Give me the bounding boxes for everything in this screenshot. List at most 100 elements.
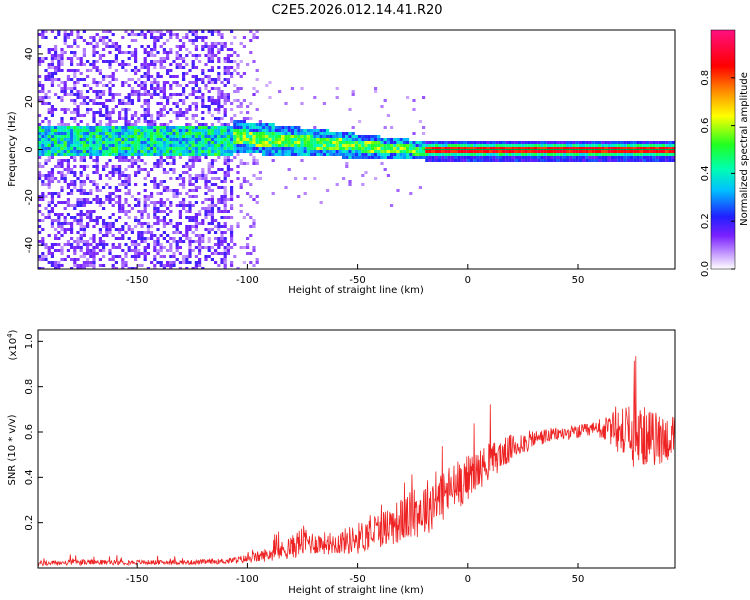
heatmap-cell (182, 102, 186, 105)
heatmap-cell (50, 75, 54, 78)
heatmap-cell (223, 129, 227, 132)
heatmap-cell (338, 132, 342, 135)
heatmap-cell (233, 120, 237, 123)
heatmap-cell (134, 153, 138, 156)
heatmap-cell (649, 141, 653, 144)
heatmap-cell (182, 114, 186, 117)
heatmap-cell (348, 183, 352, 186)
heatmap-cell (194, 216, 198, 219)
heatmap-cell (95, 150, 99, 153)
heatmap-cell (226, 69, 230, 72)
heatmap-cell (194, 177, 198, 180)
heatmap-cell (137, 33, 141, 36)
heatmap-cell (82, 201, 86, 204)
heatmap-cell (374, 153, 378, 156)
heatmap-cell (172, 102, 176, 105)
heatmap-cell (198, 156, 202, 159)
heatmap-cell (146, 45, 150, 48)
heatmap-cell (153, 144, 157, 147)
heatmap-cell (294, 135, 298, 138)
heatmap-cell (175, 138, 179, 141)
heatmap-cell (47, 96, 51, 99)
heatmap-cell (194, 147, 198, 150)
heatmap-cell (214, 219, 218, 222)
heatmap-cell (111, 258, 115, 261)
heatmap-cell (255, 138, 259, 141)
heatmap-cell (498, 156, 502, 159)
heatmap-cell (105, 165, 109, 168)
heatmap-cell (89, 150, 93, 153)
heatmap-cell (322, 135, 326, 138)
heatmap-cell (201, 30, 205, 33)
heatmap-cell (495, 150, 499, 153)
heatmap-cell (175, 129, 179, 132)
colorbar-tick-label: 0.0 (700, 261, 711, 277)
heatmap-cell (217, 72, 221, 75)
heatmap-cell (220, 234, 224, 237)
heatmap-cell (162, 132, 166, 135)
heatmap-cell (105, 225, 109, 228)
heatmap-cell (534, 153, 538, 156)
heatmap-cell (66, 198, 70, 201)
heatmap-cell (92, 48, 96, 51)
heatmap-cell (47, 252, 51, 255)
heatmap-cell (79, 150, 83, 153)
heatmap-cell (166, 222, 170, 225)
heatmap-cell (44, 207, 48, 210)
heatmap-cell (60, 81, 64, 84)
heatmap-cell (230, 192, 234, 195)
heatmap-cell (92, 153, 96, 156)
heatmap-cell (239, 144, 243, 147)
heatmap-cell (214, 138, 218, 141)
heatmap-cell (86, 60, 90, 63)
heatmap-cell (233, 84, 237, 87)
heatmap-cell (134, 162, 138, 165)
heatmap-cell (60, 69, 64, 72)
heatmap-cell (162, 147, 166, 150)
heatmap-cell (159, 102, 163, 105)
heatmap-cell (518, 141, 522, 144)
heatmap-cell (543, 150, 547, 153)
heatmap-cell (223, 111, 227, 114)
heatmap-cell (98, 129, 102, 132)
heatmap-cell (50, 144, 54, 147)
heatmap-cell (249, 216, 253, 219)
heatmap-cell (476, 147, 480, 150)
heatmap-cell (204, 141, 208, 144)
heatmap-cell (50, 57, 54, 60)
heatmap-cell (79, 186, 83, 189)
heatmap-cell (76, 213, 80, 216)
heatmap-cell (66, 162, 70, 165)
heatmap-cell (150, 75, 154, 78)
heatmap-cell (137, 117, 141, 120)
heatmap-cell (399, 141, 403, 144)
heatmap-cell (233, 51, 237, 54)
heatmap-cell (60, 48, 64, 51)
heatmap-cell (223, 267, 227, 269)
heatmap-cell (108, 201, 112, 204)
heatmap-cell (76, 189, 80, 192)
heatmap-cell (198, 246, 202, 249)
heatmap-cell (198, 87, 202, 90)
heatmap-cell (70, 180, 74, 183)
heatmap-cell (466, 141, 470, 144)
heatmap-cell (156, 150, 160, 153)
heatmap-cell (41, 135, 45, 138)
heatmap-cell (214, 159, 218, 162)
heatmap-cell (358, 147, 362, 150)
heatmap-cell (223, 174, 227, 177)
heatmap-cell (102, 150, 106, 153)
heatmap-cell (118, 147, 122, 150)
heatmap-cell (156, 75, 160, 78)
heatmap-cell (73, 144, 77, 147)
heatmap-cell (44, 102, 48, 105)
heatmap-cell (60, 108, 64, 111)
heatmap-cell (242, 99, 246, 102)
heatmap-cell (82, 231, 86, 234)
heatmap-cell (44, 30, 48, 33)
heatmap-cell (239, 120, 243, 123)
heatmap-cell (82, 267, 86, 269)
heatmap-cell (50, 48, 54, 51)
heatmap-cell (351, 147, 355, 150)
heatmap-cell (137, 99, 141, 102)
